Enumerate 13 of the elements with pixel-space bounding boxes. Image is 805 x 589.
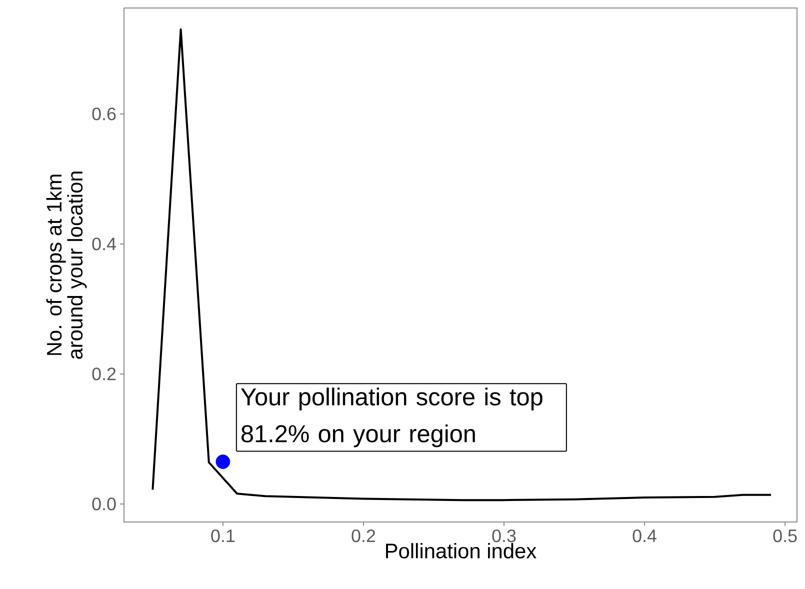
y-tick-label: 0.4 <box>92 238 116 250</box>
x-tick-label: 0.2 <box>352 529 376 542</box>
y-tick-label: 0.0 <box>92 498 116 510</box>
annotation: Your pollination score is top 81.2% on your region <box>240 388 542 448</box>
y-tick-label: 0.6 <box>92 108 116 120</box>
x-tick-label: 0.1 <box>211 529 235 542</box>
x-tick-label: 0.3 <box>492 529 516 542</box>
y-axis-title: No. of crops at 1km around your location <box>46 172 87 359</box>
x-tick-label: 0.4 <box>632 529 656 542</box>
x-axis-title: Pollination index <box>386 543 536 558</box>
y-tick-label: 0.2 <box>92 368 116 380</box>
x-tick-label: 0.5 <box>773 529 797 542</box>
line-series <box>152 28 772 502</box>
